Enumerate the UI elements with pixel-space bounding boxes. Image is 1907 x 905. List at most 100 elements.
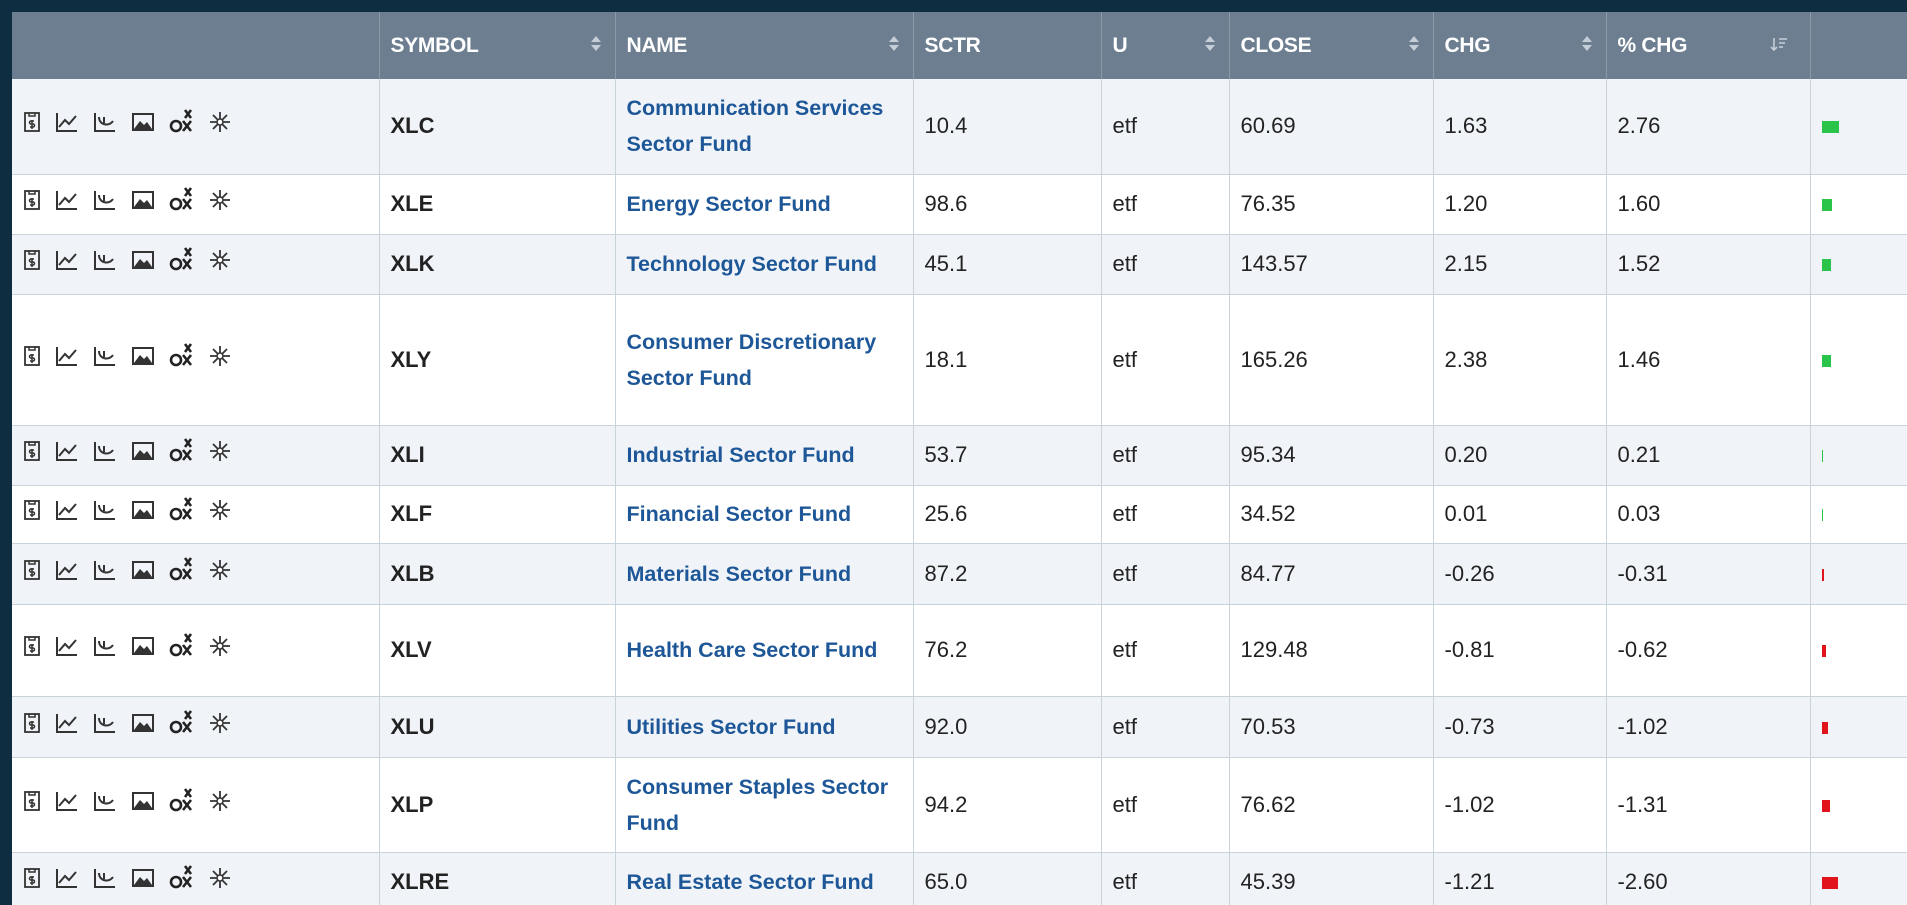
action-icon[interactable] [93,787,117,823]
action-icon[interactable] [209,437,231,473]
action-icon[interactable] [169,709,195,745]
action-icon[interactable] [209,787,231,823]
action-icon[interactable] [93,246,117,282]
header-cell[interactable]: SYMBOL [379,12,616,79]
fund-link[interactable]: Materials Sector Fund [626,561,852,586]
action-icon[interactable] [23,108,41,144]
header-cell[interactable]: % CHG [1606,12,1811,79]
header-cell[interactable]: CHG [1433,12,1607,79]
action-icon[interactable] [209,342,231,378]
action-icon[interactable] [131,108,155,144]
change-bar-cell [1810,852,1907,905]
sort-icon[interactable] [590,36,601,54]
symbol-text: XLP [390,791,434,817]
action-icon[interactable] [93,186,117,222]
action-icon[interactable] [23,864,41,900]
header-cell[interactable]: CLOSE [1229,12,1434,79]
fund-link[interactable]: Consumer Staples Sector Fund [626,774,889,835]
action-icon[interactable] [169,108,195,144]
action-icon[interactable] [23,246,41,282]
action-icon[interactable] [131,556,155,592]
action-icon[interactable] [169,342,195,378]
fund-link[interactable]: Real Estate Sector Fund [626,870,874,894]
action-icon[interactable] [55,787,79,823]
header-cell[interactable]: SCTR [913,12,1102,79]
action-icon[interactable] [23,632,41,668]
action-icon[interactable] [23,342,41,378]
action-icon[interactable] [23,709,41,745]
pct_chg-text: -0.31 [1617,560,1668,586]
action-icon[interactable] [131,787,155,823]
action-icon[interactable] [131,186,155,222]
fund-link[interactable]: Health Care Sector Fund [626,638,878,662]
action-icon[interactable] [55,709,79,745]
action-icon[interactable] [55,864,79,900]
action-icon[interactable] [209,186,231,222]
action-icon[interactable] [209,632,231,668]
action-icon[interactable] [23,437,41,473]
fund-link[interactable]: Communication Services Sector Fund [626,96,884,157]
chg-cell: -0.73 [1433,696,1607,758]
action-icon[interactable] [209,556,231,592]
action-icon[interactable] [93,632,117,668]
action-icon[interactable] [131,437,155,473]
action-icon[interactable] [131,496,155,532]
action-icon[interactable] [131,632,155,668]
action-icon[interactable] [209,864,231,900]
action-icon[interactable] [209,496,231,532]
action-icon[interactable] [131,864,155,900]
sort-icon[interactable] [1204,36,1215,54]
sort-desc-icon[interactable] [1769,36,1788,54]
action-icon[interactable] [55,437,79,473]
action-icon[interactable] [93,556,117,592]
action-icon[interactable] [209,246,231,282]
action-icon[interactable] [131,246,155,282]
fund-link[interactable]: Financial Sector Fund [626,502,852,526]
sort-icon[interactable] [1408,36,1419,54]
header-cell[interactable]: U [1101,12,1230,79]
header-label: SYMBOL [390,33,479,57]
action-icon[interactable] [169,246,195,282]
action-icon[interactable] [55,556,79,592]
action-icon[interactable] [131,709,155,745]
action-icon[interactable] [93,496,117,532]
action-icon[interactable] [169,632,195,668]
action-icon[interactable] [93,864,117,900]
action-icon[interactable] [131,342,155,378]
action-icon[interactable] [23,787,41,823]
fund-link[interactable]: Consumer Discretionary Sector Fund [626,329,877,390]
action-icon[interactable] [55,186,79,222]
table-row: XLV Health Care Sector Fund 76.2 etf 129.48 -… [12,604,1907,697]
action-icon[interactable] [55,246,79,282]
action-icon[interactable] [23,186,41,222]
action-icon[interactable] [55,496,79,532]
header-cell[interactable]: NAME [615,12,914,79]
action-icon[interactable] [93,437,117,473]
fund-link[interactable]: Technology Sector Fund [626,252,877,276]
action-icon[interactable] [93,108,117,144]
action-icon[interactable] [169,186,195,222]
action-icon[interactable] [169,864,195,900]
action-icon[interactable] [93,342,117,378]
fund-link[interactable]: Utilities Sector Fund [626,714,836,739]
action-icon[interactable] [209,108,231,144]
sort-icon[interactable] [888,36,899,54]
action-icon[interactable] [55,108,79,144]
action-icon[interactable] [23,556,41,592]
sort-icon[interactable] [1581,36,1592,54]
action-icon[interactable] [55,342,79,378]
u-text: etf [1112,191,1137,216]
action-icon[interactable] [169,437,195,473]
action-icon[interactable] [55,632,79,668]
action-icon[interactable] [169,787,195,823]
fund-link[interactable]: Industrial Sector Fund [626,443,855,467]
action-icon[interactable] [209,709,231,745]
fund-link[interactable]: Energy Sector Fund [626,192,831,216]
action-icon[interactable] [93,709,117,745]
action-icon[interactable] [169,496,195,532]
action-icon[interactable] [169,556,195,592]
pct_chg-text: 2.76 [1617,113,1661,139]
action-icon[interactable] [23,496,41,532]
pct_chg-text: -0.62 [1617,637,1668,662]
action-icons [23,437,368,473]
